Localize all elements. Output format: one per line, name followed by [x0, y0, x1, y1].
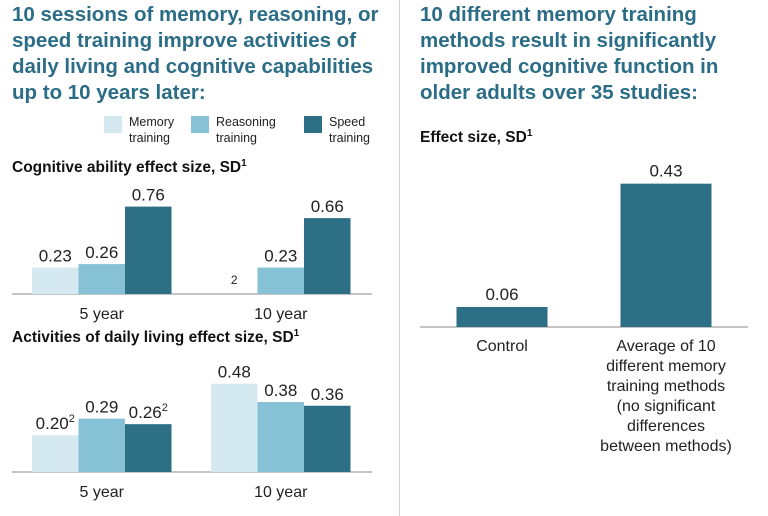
- chart2-label-sup-memory-0: 2: [69, 413, 75, 425]
- chart1-label-speed-1: 0.66: [311, 197, 344, 216]
- chart3-category-label-1: Average of 10 different memory training me…: [600, 338, 732, 455]
- right-panel-title: 10 different memory training methods res…: [420, 3, 719, 104]
- cognitive-ability-chart: 0.23 0.26 0.76 5 year 2 0.23 0.66 10 year: [12, 186, 372, 323]
- chart1-category-label-1: 10 year: [254, 306, 308, 323]
- chart2-bar-memory-0: [32, 435, 79, 472]
- effect-size-chart: 0.06 Control 0.43 Average of 10 different me…: [420, 162, 748, 455]
- chart2-label-speed-0: 0.262: [129, 402, 168, 422]
- chart1-bar-reasoning-1: [257, 267, 304, 294]
- legend-swatch-memory: [104, 116, 122, 133]
- chart1-title: Cognitive ability effect size, SD1: [12, 158, 247, 177]
- chart1-bar-reasoning-0: [78, 264, 125, 294]
- chart1-label-reasoning-0: 0.26: [85, 243, 118, 262]
- chart2-label-memory-0: 0.202: [36, 413, 75, 433]
- chart1-label-memory-1: 2: [231, 273, 238, 287]
- legend-label-reasoning: Reasoning training: [216, 115, 276, 145]
- chart3-title: Effect size, SD1: [420, 128, 533, 147]
- legend-swatch-speed: [304, 116, 322, 133]
- chart1-label-reasoning-1: 0.23: [264, 247, 297, 266]
- chart1-bar-speed-0: [125, 206, 172, 294]
- chart3-category-label-0: Control: [476, 338, 528, 355]
- chart2-label-speed-1: 0.36: [311, 385, 344, 404]
- chart3-bar-1: [620, 183, 712, 327]
- chart3-bar-0: [456, 307, 548, 327]
- legend-label-speed: Speed training: [329, 115, 370, 145]
- legend-label-memory: Memory training: [129, 115, 175, 145]
- chart1-label-memory-0: 0.23: [39, 247, 72, 266]
- chart2-bar-reasoning-1: [257, 402, 304, 472]
- legend-swatch-reasoning: [191, 116, 209, 133]
- chart3-category-line-0-0: Control: [476, 338, 528, 355]
- chart3-value-label-1: 0.43: [649, 162, 682, 181]
- chart3-category-line-1-2: training methods: [607, 378, 725, 395]
- panel-divider: [399, 0, 400, 516]
- chart1-label-speed-0: 0.76: [132, 186, 165, 205]
- daily-living-chart: 0.202 0.29 0.262 5 year 0.48 0.38 0.36 10 year: [12, 363, 372, 501]
- chart2-bar-speed-1: [304, 405, 351, 472]
- chart2-label-reasoning-1: 0.38: [264, 381, 297, 400]
- chart2-label-sup-speed-0: 2: [162, 402, 168, 414]
- chart1-bar-speed-1: [304, 218, 351, 294]
- chart2-bar-speed-0: [125, 424, 172, 472]
- chart2-category-label-1: 10 year: [254, 484, 308, 501]
- chart2-title: Activities of daily living effect size, …: [12, 328, 300, 347]
- chart2-bar-reasoning-0: [78, 418, 125, 472]
- chart2-label-memory-1: 0.48: [218, 363, 251, 382]
- left-panel-title: 10 sessions of memory, reasoning, or spe…: [12, 3, 379, 104]
- chart3-category-line-1-3: (no significant: [617, 398, 716, 415]
- chart3-category-line-1-1: different memory: [606, 358, 726, 375]
- chart2-category-label-0: 5 year: [80, 484, 125, 501]
- chart3-category-line-1-0: Average of 10: [616, 338, 715, 355]
- chart3-category-line-1-4: differences: [627, 418, 705, 435]
- chart2-label-reasoning-0: 0.29: [85, 398, 118, 417]
- chart2-bar-memory-1: [211, 383, 258, 472]
- chart3-category-line-1-5: between methods): [600, 438, 732, 455]
- chart1-bar-memory-0: [32, 267, 79, 294]
- chart1-category-label-0: 5 year: [80, 306, 125, 323]
- chart3-value-label-0: 0.06: [485, 285, 518, 304]
